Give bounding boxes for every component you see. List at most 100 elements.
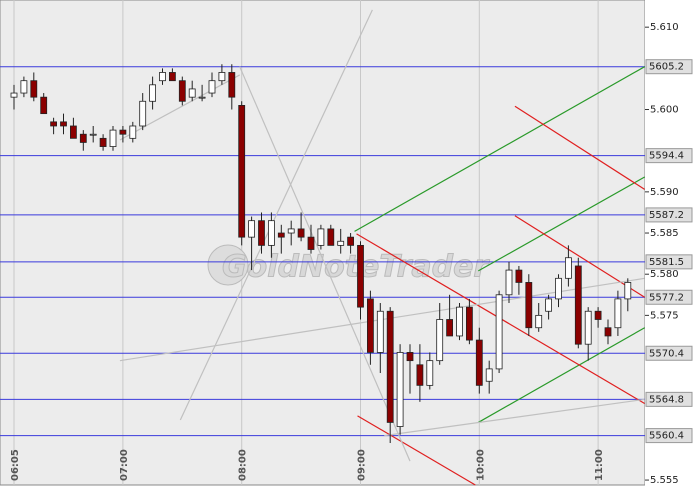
x-tick-label: 11:00 (594, 449, 605, 481)
candle-body (416, 364, 424, 386)
x-tick-label: 08:00 (238, 449, 249, 481)
candle-body (456, 306, 463, 337)
price-label-box (645, 345, 693, 361)
candle-body (188, 88, 196, 98)
candle-body (396, 352, 404, 427)
candle-body (624, 282, 632, 300)
candle-body (505, 269, 513, 296)
candle-body (139, 100, 147, 127)
candle-body (475, 339, 483, 386)
candle-body (357, 244, 364, 308)
candle-body (555, 277, 562, 300)
candle-body (287, 228, 295, 234)
y-tick-label: 5.580 (650, 269, 679, 280)
candle-body (495, 294, 503, 370)
price-label-box (645, 207, 693, 223)
candle-body (218, 72, 226, 82)
candle-body (99, 137, 107, 147)
candle-body (267, 220, 275, 246)
watermark: GoldNoteTrader (222, 250, 490, 285)
candle-body (604, 327, 612, 337)
candle-body (129, 125, 137, 139)
candle-body (119, 129, 127, 135)
candle-body (10, 92, 18, 98)
trend-line (357, 415, 476, 486)
x-tick-label: 06:05 (10, 449, 21, 481)
price-label-box (645, 391, 693, 407)
candle-body (386, 310, 394, 423)
candle-body (376, 310, 384, 353)
y-tick-label: 5.585 (650, 228, 679, 239)
candle-body (109, 129, 117, 147)
price-label: 5560.4 (649, 431, 684, 442)
price-label: 5605.2 (649, 62, 684, 73)
candle-body (584, 310, 592, 345)
price-label-box (645, 289, 693, 305)
candle-body (545, 298, 552, 312)
y-tick-label: 5.600 (650, 105, 679, 116)
candle-body (406, 352, 414, 362)
candle-body (297, 228, 305, 238)
y-tick-label: 5.590 (650, 187, 679, 198)
candle-body (535, 314, 543, 329)
candle-body (347, 236, 355, 246)
candle-body (307, 236, 315, 250)
candle-body (485, 368, 493, 382)
candle-body (178, 80, 186, 102)
trend-line (384, 398, 645, 437)
candle-body (366, 298, 374, 353)
price-label: 5577.2 (649, 292, 684, 303)
trend-line (514, 215, 645, 298)
candle-body (277, 232, 285, 238)
candle-body (89, 133, 97, 136)
y-tick-label: 5.610 (650, 22, 679, 33)
x-tick-label: 07:00 (119, 449, 130, 481)
price-label-box (645, 254, 693, 270)
candle-body (426, 360, 434, 386)
candle-body (614, 298, 622, 329)
candle-body (327, 228, 335, 246)
candle-body (465, 306, 473, 341)
trend-line (179, 9, 373, 421)
candle-body (228, 72, 236, 98)
candle-body (50, 121, 57, 127)
candle-body (436, 319, 444, 362)
candle-body (149, 84, 157, 102)
candle-body (594, 310, 602, 320)
candle-body (515, 269, 523, 283)
price-label: 5587.2 (649, 210, 684, 221)
price-label: 5570.4 (649, 348, 684, 359)
candle-body (238, 104, 246, 238)
candle-body (79, 133, 87, 143)
y-tick-label: 5.555 (650, 475, 679, 486)
candle-body (574, 265, 582, 345)
candle-body (60, 121, 67, 127)
x-tick-label: 09:00 (357, 449, 368, 481)
candle-body (30, 80, 38, 98)
candle-body (525, 282, 533, 329)
trend-line (239, 66, 411, 462)
candle-body (40, 96, 48, 115)
candle-body (198, 96, 206, 99)
price-label: 5581.5 (649, 257, 684, 268)
candle-body (258, 220, 265, 246)
candle-body (168, 72, 176, 82)
trend-line (478, 327, 645, 423)
trend-line (119, 74, 241, 141)
axis-area (645, 0, 693, 500)
trend-line (354, 66, 645, 232)
candle-body (337, 240, 345, 246)
candle-body (446, 319, 454, 337)
y-tick-label: 5.575 (650, 310, 679, 321)
trend-line (514, 105, 645, 190)
candle-body (208, 80, 216, 94)
candle-body (159, 72, 166, 82)
price-label-box (645, 148, 693, 164)
candle-body (20, 80, 28, 94)
price-label-box (645, 428, 693, 444)
watermark-logo (207, 244, 249, 286)
candle-body (317, 228, 325, 246)
price-label: 5564.8 (649, 394, 684, 405)
candle-body (248, 220, 256, 238)
candle-body (565, 257, 572, 279)
